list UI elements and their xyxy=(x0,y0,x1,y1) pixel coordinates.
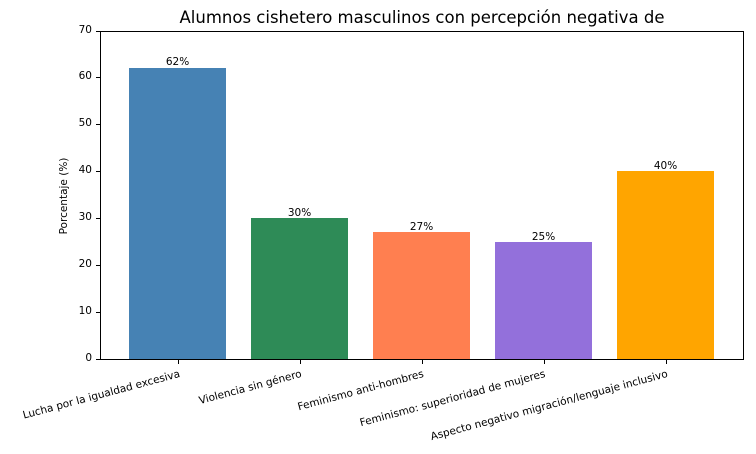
data-label: 62% xyxy=(165,56,190,68)
data-label: 25% xyxy=(531,231,556,243)
plot-area: 0 10 20 30 40 50 60 70 62% 30% 27% 25% 4… xyxy=(79,24,744,364)
y-tick-label: 0 xyxy=(85,352,92,364)
y-tick xyxy=(96,359,101,360)
chart-title: Alumnos cishetero masculinos con percepc… xyxy=(179,8,665,27)
y-tick-label: 70 xyxy=(78,24,92,36)
x-tick xyxy=(422,359,423,364)
y-tick xyxy=(96,312,101,313)
y-tick xyxy=(96,77,101,78)
y-tick-label: 30 xyxy=(78,211,92,223)
x-tick-label: Aspecto negativo migración/lenguaje incl… xyxy=(429,368,670,443)
x-tick xyxy=(178,359,179,364)
bar-violencia-sin-genero xyxy=(251,218,348,359)
x-tick-label: Violencia sin género xyxy=(197,368,304,408)
bar-feminismo-anti-hombres xyxy=(373,232,470,359)
y-tick xyxy=(96,171,101,172)
y-tick xyxy=(96,124,101,125)
data-label: 30% xyxy=(287,207,312,219)
y-tick-label: 20 xyxy=(78,258,92,270)
y-tick xyxy=(96,265,101,266)
x-tick-label: Lucha por la igualdad excesiva xyxy=(21,368,182,422)
bar-lucha-igualdad xyxy=(129,68,226,359)
x-tick xyxy=(300,359,301,364)
x-tick xyxy=(544,359,545,364)
y-tick-label: 60 xyxy=(78,70,92,82)
y-tick-label: 10 xyxy=(78,305,92,317)
y-tick xyxy=(96,218,101,219)
data-label: 27% xyxy=(409,221,434,233)
data-label: 40% xyxy=(653,160,678,172)
bar-feminismo-superioridad xyxy=(495,242,592,359)
x-tick xyxy=(666,359,667,364)
y-tick xyxy=(96,31,101,32)
bar-aspecto-negativo xyxy=(617,171,714,359)
y-tick-label: 40 xyxy=(78,164,92,176)
y-tick-label: 50 xyxy=(78,117,92,129)
